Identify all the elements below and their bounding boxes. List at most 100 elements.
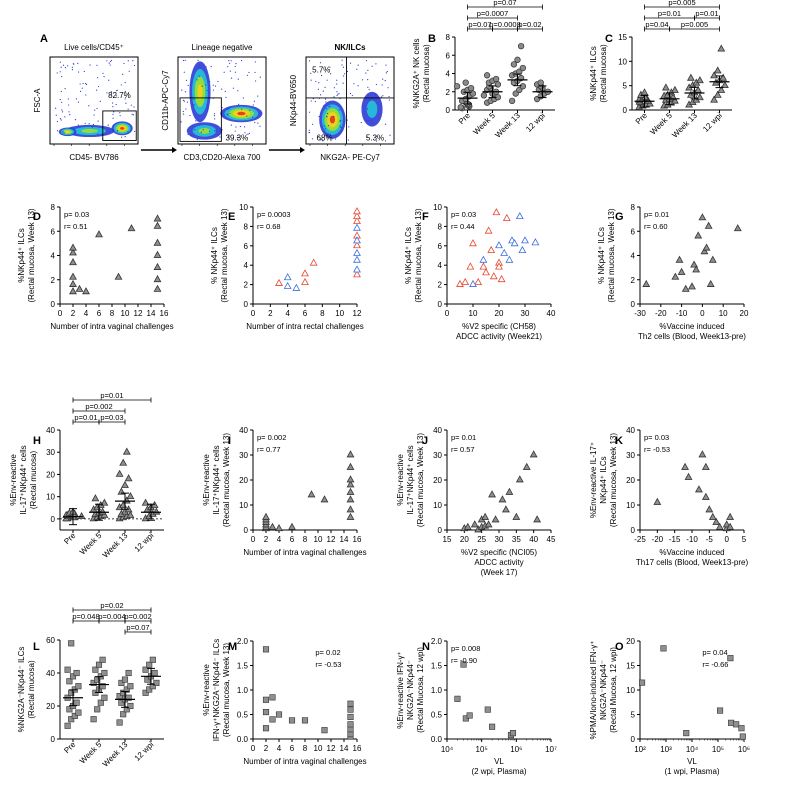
data-point [307,490,316,498]
y-tick-label: 4 [446,70,451,79]
event-dot [202,129,204,131]
event-dot [183,100,186,102]
x-tick-label: Week 13 [670,111,699,140]
event-dot [133,130,136,133]
flow-plot-title: Lineage negative [192,43,253,52]
p-value: p=0.02 [100,601,123,610]
p-value: p=0.04 [645,20,668,29]
data-point [153,275,162,283]
event-dot [97,120,99,122]
data-point [346,487,355,495]
x-tick-label: 10² [634,745,646,754]
y-axis-label: (Rectal mucosa, Week 13) [27,208,36,302]
y-tick-label: 4 [438,261,443,270]
correlation-stat: r= 0.51 [64,222,88,231]
data-point [508,97,516,105]
event-dot [207,107,209,110]
data-point [502,213,511,221]
data-point [469,279,477,287]
data-point [69,279,77,287]
event-dot [237,90,239,92]
event-dot [115,103,117,106]
event-dot [342,66,345,68]
event-dot [213,115,216,117]
x-tick-label: Pre [62,531,78,547]
event-dot [106,92,108,94]
p-value: p=0.01 [74,413,97,422]
event-dot [239,125,241,128]
p-value: p=0.004 [98,612,125,621]
data-point [73,699,80,706]
y-tick-label: 0 [631,300,636,309]
event-dot [109,64,111,66]
x-tick-label: 8 [320,309,325,318]
x-axis-label: (Week 17) [481,568,518,577]
event-dot [227,66,229,68]
event-dot [311,123,314,125]
event-dot [77,71,80,73]
event-dot [340,126,342,128]
data-point [505,487,514,495]
correlation-stat: p= 0.002 [257,433,286,442]
event-dot [367,86,369,88]
data-point [346,495,355,503]
data-point [715,522,724,530]
data-point [64,722,71,729]
data-point [123,706,130,713]
x-tick-label: Week 13 [101,531,130,560]
data-point [69,258,77,266]
data-point [146,661,153,668]
data-point [114,272,123,280]
data-point [262,708,270,716]
event-dot [341,59,343,61]
event-dot [132,60,134,62]
event-dot [107,124,109,126]
event-dot [212,89,214,91]
event-dot [227,114,229,116]
y-tick-label: 0 [51,735,56,744]
correlation-stat: r= -0.53 [315,660,341,669]
event-dot [96,64,98,66]
event-dot [64,67,67,69]
p-value: p=0.07 [493,0,516,7]
data-point [640,88,649,96]
event-dot [385,64,387,66]
x-tick-label: -25 [634,535,646,544]
data-point [481,512,490,520]
data-point [482,268,490,276]
x-tick-label: 25 [477,535,486,544]
data-point [519,83,527,90]
data-point [127,702,134,710]
data-point [90,679,97,686]
x-axis-label: %V2 specific (NCI05) [461,548,537,557]
event-dot [96,89,98,91]
data-point [353,236,361,244]
data-point [639,679,646,686]
event-dot [184,91,187,93]
event-dot [116,89,118,91]
data-point [69,673,77,680]
x-tick-label: Week 13 [493,111,522,140]
y-tick-label: 0 [623,106,628,115]
data-point [484,706,491,713]
data-point [149,656,156,663]
event-dot [212,84,214,86]
data-point [692,265,701,273]
y-axis-label: %PMA/Iono-induced IFN-γ⁺ [589,641,598,740]
event-dot [110,59,113,62]
x-axis-label: VL [494,757,504,766]
gate-percent: 39.3% [226,134,249,143]
y-axis-label: %Env-reactive IFN-γ⁺ [396,651,405,729]
p-value: p=0.0008 [489,20,521,29]
event-dot [79,90,82,92]
event-dot [388,95,390,98]
y-tick-label: 0.0 [237,735,249,744]
data-point [480,92,488,99]
y-tick-label: 2.0 [431,637,443,646]
event-dot [217,134,219,136]
y-tick-label: 8 [438,222,443,231]
panel-letter: I [228,435,231,447]
data-point [497,275,506,283]
